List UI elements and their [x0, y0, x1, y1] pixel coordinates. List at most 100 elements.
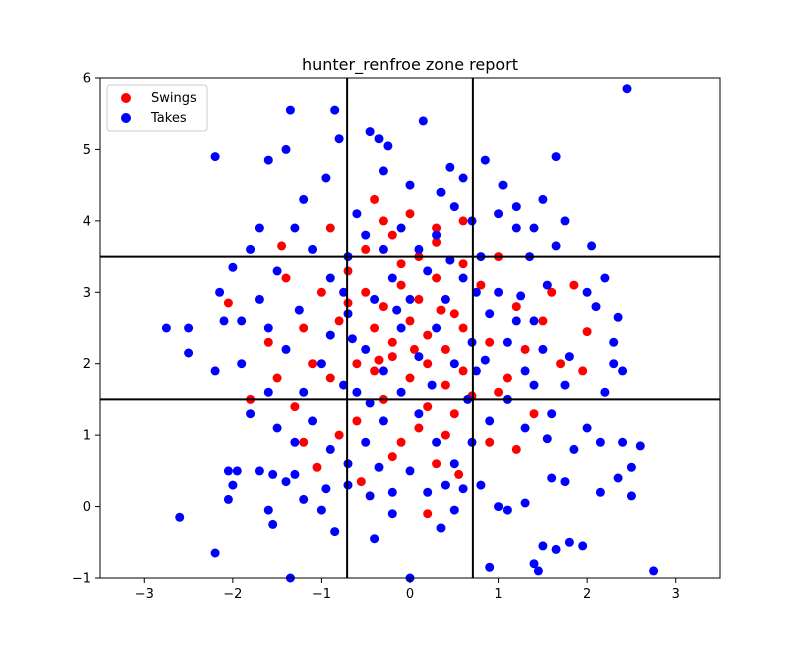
swings-point — [502, 373, 512, 383]
swings-point — [361, 287, 371, 297]
swings-point — [432, 459, 442, 469]
swings-point — [299, 437, 309, 447]
swings-point — [352, 359, 362, 369]
takes-point — [215, 287, 225, 297]
x-axis: −3 −2 −1 0 1 2 3 — [135, 578, 680, 602]
takes-point — [458, 484, 468, 494]
takes-point — [449, 359, 459, 369]
swings-point — [272, 373, 282, 383]
takes-point — [246, 244, 256, 254]
takes-point — [595, 437, 605, 447]
swings-point — [458, 216, 468, 226]
y-tick-label: 2 — [83, 357, 91, 372]
takes-point — [529, 380, 539, 390]
takes-point — [432, 437, 442, 447]
swings-point — [511, 444, 521, 454]
swings-point — [352, 416, 362, 426]
takes-point — [378, 416, 388, 426]
takes-point — [325, 273, 335, 283]
swings-point — [582, 327, 592, 337]
swings-point — [494, 387, 504, 397]
swings-point — [414, 423, 424, 433]
takes-point — [560, 216, 570, 226]
takes-point — [223, 466, 233, 476]
takes-point — [440, 480, 450, 490]
takes-point — [635, 441, 645, 451]
swings-point — [432, 223, 442, 233]
takes-point — [378, 244, 388, 254]
x-tick-label: 0 — [406, 587, 414, 602]
y-tick-label: 6 — [83, 72, 91, 87]
takes-point — [299, 387, 309, 397]
takes-point — [613, 312, 623, 322]
takes-point — [272, 423, 282, 433]
takes-point — [263, 323, 273, 333]
takes-point — [321, 173, 331, 183]
takes-point — [184, 348, 194, 358]
swings-point — [547, 287, 557, 297]
takes-point — [626, 491, 636, 501]
swings-point — [387, 352, 397, 362]
swings-point — [423, 402, 433, 412]
swings-point — [485, 437, 495, 447]
swings-point — [370, 366, 380, 376]
takes-point — [281, 344, 291, 354]
swings-point — [409, 344, 419, 354]
swings-point — [569, 280, 579, 290]
takes-point — [618, 366, 628, 376]
swings-point — [387, 452, 397, 462]
swings-point — [325, 223, 335, 233]
takes-point — [547, 473, 557, 483]
swings-point — [458, 323, 468, 333]
takes-point — [405, 294, 415, 304]
takes-point — [529, 559, 539, 569]
takes-point — [587, 241, 597, 251]
takes-point — [609, 359, 619, 369]
takes-point — [405, 180, 415, 190]
takes-point — [609, 337, 619, 347]
takes-point — [299, 494, 309, 504]
takes-point — [383, 141, 393, 151]
takes-point — [392, 305, 402, 315]
swings-point — [449, 309, 459, 319]
takes-point — [396, 387, 406, 397]
takes-point — [520, 498, 530, 508]
takes-point — [427, 380, 437, 390]
y-tick-label: 4 — [83, 214, 91, 229]
swings-point — [223, 298, 233, 308]
takes-point — [560, 477, 570, 487]
y-tick-label: 5 — [83, 143, 91, 158]
swings-point — [370, 194, 380, 204]
takes-point — [502, 505, 512, 515]
takes-point — [551, 544, 561, 554]
takes-point — [175, 512, 185, 522]
swings-point — [263, 337, 273, 347]
swings-point — [449, 409, 459, 419]
swings-point — [485, 337, 495, 347]
swings-point — [405, 316, 415, 326]
swings-point — [454, 469, 464, 479]
takes-point — [308, 244, 318, 254]
swings-point — [308, 359, 318, 369]
takes-point — [458, 273, 468, 283]
swings-point — [316, 287, 326, 297]
takes-point — [361, 437, 371, 447]
takes-point — [361, 344, 371, 354]
takes-point — [268, 519, 278, 529]
swings-point — [396, 280, 406, 290]
takes-point — [502, 337, 512, 347]
swings-point — [281, 273, 291, 283]
takes-point — [440, 294, 450, 304]
takes-point — [228, 480, 238, 490]
takes-point — [378, 366, 388, 376]
takes-point — [600, 273, 610, 283]
y-tick-label: −1 — [72, 572, 91, 587]
takes-point — [458, 173, 468, 183]
takes-point — [423, 266, 433, 276]
swings-point — [405, 373, 415, 383]
takes-point — [352, 209, 362, 219]
takes-point — [254, 466, 264, 476]
takes-point — [529, 223, 539, 233]
legend-label-swings: Swings — [151, 91, 197, 106]
takes-point — [263, 387, 273, 397]
